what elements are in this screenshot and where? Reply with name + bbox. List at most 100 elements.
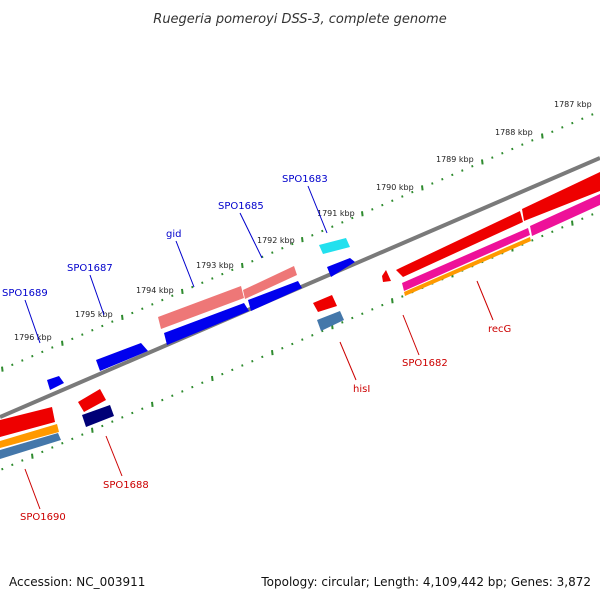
ruler-tick bbox=[452, 174, 453, 176]
ruler-tick bbox=[512, 148, 513, 150]
kbp-label: 1792 kbp bbox=[257, 236, 295, 245]
ruler-tick bbox=[42, 451, 43, 453]
ruler-tick bbox=[212, 376, 213, 381]
ruler-tick bbox=[52, 347, 53, 349]
gene-label[interactable]: SPO1689 bbox=[2, 288, 48, 299]
ruler-tick bbox=[562, 126, 563, 128]
gene-feature[interactable] bbox=[313, 295, 337, 312]
kbp-label: 1787 kbp bbox=[554, 100, 592, 109]
gene-label[interactable]: gid bbox=[166, 229, 181, 240]
ruler-tick bbox=[172, 295, 173, 297]
ruler-tick bbox=[592, 113, 593, 115]
ruler-tick bbox=[42, 351, 43, 353]
ruler-tick bbox=[222, 273, 223, 275]
gene-label[interactable]: SPO1682 bbox=[402, 358, 448, 369]
ruler-tick bbox=[192, 286, 193, 288]
ruler-tick bbox=[342, 321, 343, 323]
ruler-tick bbox=[432, 183, 433, 185]
gene-label[interactable]: hisI bbox=[353, 384, 370, 395]
kbp-label: 1788 kbp bbox=[495, 128, 533, 137]
ruler-tick bbox=[402, 295, 403, 297]
ruler-tick bbox=[262, 356, 263, 358]
ruler-tick bbox=[402, 195, 403, 197]
ruler-tick bbox=[492, 157, 493, 159]
ruler-tick bbox=[282, 347, 283, 349]
ruler-tick bbox=[302, 339, 303, 341]
ruler-tick bbox=[142, 308, 143, 310]
ruler-tick bbox=[272, 252, 273, 254]
ruler-tick bbox=[152, 402, 153, 407]
gene-feature[interactable] bbox=[319, 238, 350, 254]
kbp-label: 1789 kbp bbox=[436, 155, 474, 164]
ruler-tick bbox=[582, 218, 583, 220]
gene-label[interactable]: SPO1683 bbox=[282, 174, 328, 185]
genome-summary-text: Topology: circular; Length: 4,109,442 bp… bbox=[260, 575, 591, 589]
gene-label[interactable]: SPO1688 bbox=[103, 480, 149, 491]
leader-line bbox=[90, 275, 104, 315]
leader-line bbox=[477, 281, 493, 320]
ruler-tick bbox=[342, 221, 343, 223]
ruler-tick bbox=[112, 321, 113, 323]
genome-map: Ruegeria pomeroyi DSS-3, complete genome… bbox=[0, 0, 600, 600]
ruler-tick bbox=[392, 298, 393, 303]
gene-label[interactable]: recG bbox=[488, 324, 511, 335]
leader-line bbox=[176, 241, 194, 287]
ruler-tick bbox=[572, 221, 573, 226]
ruler-tick bbox=[362, 313, 363, 315]
ruler-tick bbox=[142, 408, 143, 410]
ruler-tick bbox=[152, 303, 153, 305]
gene-feature[interactable] bbox=[47, 376, 64, 390]
ruler-tick bbox=[202, 382, 203, 384]
ruler-tick bbox=[552, 231, 553, 233]
ruler-tick bbox=[542, 134, 543, 139]
ruler-tick bbox=[2, 468, 3, 470]
ruler-tick bbox=[592, 213, 593, 215]
ruler-tick bbox=[252, 260, 253, 262]
kbp-label: 1791 kbp bbox=[317, 209, 355, 218]
ruler-tick bbox=[192, 386, 193, 388]
ruler-tick bbox=[222, 373, 223, 375]
ruler-tick bbox=[362, 211, 363, 216]
ruler-tick bbox=[312, 334, 313, 336]
ruler-tick bbox=[182, 289, 183, 294]
ruler-tick bbox=[332, 226, 333, 228]
ruler-tick bbox=[382, 304, 383, 306]
ruler-tick bbox=[532, 139, 533, 141]
ruler-tick bbox=[352, 317, 353, 319]
ruler-tick bbox=[532, 239, 533, 241]
ruler-tick bbox=[502, 152, 503, 154]
map-title: Ruegeria pomeroyi DSS-3, complete genome bbox=[153, 12, 446, 27]
gene-feature[interactable] bbox=[317, 311, 344, 331]
ruler-tick bbox=[462, 170, 463, 172]
ruler-tick bbox=[62, 341, 63, 346]
ruler-tick bbox=[162, 299, 163, 301]
gene-label[interactable]: SPO1690 bbox=[20, 512, 66, 523]
gene-label[interactable]: SPO1687 bbox=[67, 263, 113, 274]
kbp-label: 1794 kbp bbox=[136, 286, 174, 295]
leader-line bbox=[25, 469, 40, 509]
ruler-tick bbox=[212, 277, 213, 279]
gene-feature[interactable] bbox=[382, 270, 391, 282]
ruler-tick bbox=[82, 334, 83, 336]
ruler-tick bbox=[572, 122, 573, 124]
ruler-tick bbox=[392, 200, 393, 202]
accession-text: Accession: NC_003911 bbox=[9, 575, 145, 589]
gene-label[interactable]: SPO1685 bbox=[218, 201, 264, 212]
kbp-label: 1795 kbp bbox=[75, 310, 113, 319]
ruler-tick bbox=[302, 237, 303, 242]
ruler-tick bbox=[582, 118, 583, 120]
kbp-label: 1793 kbp bbox=[196, 261, 234, 270]
ruler-tick bbox=[92, 329, 93, 331]
ruler-tick bbox=[72, 438, 73, 440]
ruler-tick bbox=[382, 204, 383, 206]
ruler-tick bbox=[422, 185, 423, 190]
ruler-tick bbox=[72, 338, 73, 340]
ruler-tick bbox=[12, 464, 13, 466]
ruler-tick bbox=[122, 416, 123, 418]
ruler-tick bbox=[562, 226, 563, 228]
ruler-tick bbox=[62, 442, 63, 444]
leader-line bbox=[340, 342, 356, 380]
ruler-tick bbox=[552, 131, 553, 133]
ruler-tick bbox=[112, 421, 113, 423]
ruler-tick bbox=[242, 263, 243, 268]
